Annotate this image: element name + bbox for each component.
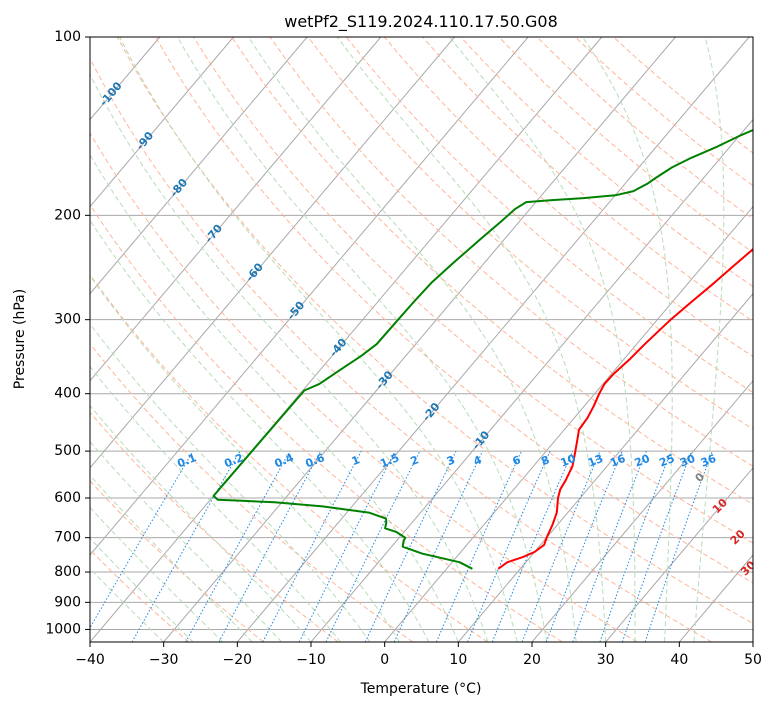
dry-adiabat-line xyxy=(90,480,264,642)
mixing-ratio-label: 36 xyxy=(699,452,718,470)
y-tick-label: 900 xyxy=(54,594,81,610)
moist-adiabat-line xyxy=(336,37,607,642)
x-tick-label: 10 xyxy=(449,652,467,668)
moist-adiabat-line xyxy=(693,37,725,642)
mixing-ratio-line xyxy=(644,450,713,642)
dry-adiabat-line xyxy=(307,37,753,430)
dry-adiabat-line xyxy=(90,132,638,642)
y-tick-label: 600 xyxy=(54,490,81,506)
x-tick-label: 40 xyxy=(670,652,688,668)
mixing-ratio-line xyxy=(393,450,484,642)
y-axis-label: Pressure (hPa) xyxy=(12,289,28,389)
moist-adiabat-line xyxy=(248,37,577,642)
y-tick-label: 500 xyxy=(54,443,81,459)
moist-adiabat-line xyxy=(90,365,341,642)
isotherm-line xyxy=(163,37,676,642)
y-tick-label: 300 xyxy=(54,312,81,328)
moist-adiabat-line xyxy=(119,37,518,642)
moist-adiabat-line xyxy=(449,37,636,642)
moist-adiabat-line xyxy=(90,153,459,642)
dry-adiabat-line xyxy=(90,203,563,642)
mixing-ratio-label: 10 xyxy=(559,452,578,470)
mixing-ratio-line xyxy=(545,450,623,642)
isotherm-line xyxy=(90,37,234,208)
mixing-ratio-label: 1 xyxy=(350,453,362,468)
axes: −40 −30 −20 −10 0 10 20 30 40 50 100 200 300 400 500 60… xyxy=(45,29,762,668)
moist-adiabat-line xyxy=(90,440,282,642)
moist-adiabat-line xyxy=(90,537,194,642)
mixing-ratio-line xyxy=(572,450,647,642)
dry-adiabat-line xyxy=(90,411,339,642)
y-tick-label: 800 xyxy=(54,564,81,580)
mixing-ratio-line xyxy=(621,450,693,642)
temperature-profile-line xyxy=(497,247,753,570)
x-tick-label: −20 xyxy=(223,652,253,668)
mixing-ratio-label: 16 xyxy=(608,452,627,470)
x-tick-label: −10 xyxy=(296,652,326,668)
x-tick-label: 50 xyxy=(744,652,762,668)
mixing-ratio-line xyxy=(218,450,322,642)
mixing-ratio-label: 2 xyxy=(409,453,421,468)
y-tick-label: 400 xyxy=(54,386,81,402)
x-tick-label: 30 xyxy=(597,652,615,668)
mixing-ratio-line xyxy=(491,450,574,642)
isotherm-line xyxy=(90,37,308,295)
mixing-ratio-line xyxy=(185,450,291,642)
dry-adiabat-line xyxy=(90,57,712,642)
isotherm-line xyxy=(384,205,753,642)
isotherm-line xyxy=(90,37,603,642)
dry-adiabat-line xyxy=(460,37,753,288)
mixing-ratio-label: 25 xyxy=(657,452,676,470)
dry-adiabat-line xyxy=(155,37,753,584)
moist-adiabat-line xyxy=(90,274,400,642)
mixing-ratio-line xyxy=(467,450,551,642)
dry-adiabat-line xyxy=(345,37,753,394)
mixing-ratio-line xyxy=(298,450,396,642)
dry-adiabat-line xyxy=(116,37,753,625)
moist-adiabat-line xyxy=(582,37,673,642)
mixing-ratio-line xyxy=(599,450,672,642)
x-axis-label: Temperature (°C) xyxy=(360,681,482,697)
mixing-ratio-label: 20 xyxy=(633,452,652,470)
mixing-ratio-label: 3 xyxy=(445,453,457,468)
isotherm-line xyxy=(605,467,753,642)
moist-adiabat-line xyxy=(90,404,312,642)
x-tick-label: 20 xyxy=(523,652,541,668)
x-tick-label: −30 xyxy=(149,652,179,668)
dewpoint-profile-line xyxy=(212,128,753,570)
isotherm-line xyxy=(90,37,529,556)
y-tick-label: 700 xyxy=(54,530,81,546)
moist-adiabat-line xyxy=(90,73,489,642)
moist-adiabat-line xyxy=(90,323,371,642)
chart-title: wetPf2_S119.2024.110.17.50.G08 xyxy=(284,12,558,32)
mixing-ratio-line xyxy=(521,450,601,642)
dry-adiabat-line xyxy=(231,37,753,505)
dry-adiabat-line xyxy=(90,273,488,642)
isotherm-line xyxy=(90,37,455,469)
moist-adiabat-line xyxy=(90,219,430,642)
isotherm-line xyxy=(457,292,753,642)
mixing-ratio-label: 13 xyxy=(586,452,605,470)
dry-adiabat-line xyxy=(422,37,753,322)
isotherm-line xyxy=(531,379,753,642)
x-tick-label: −40 xyxy=(75,652,105,668)
mixing-ratio-label: 30 xyxy=(678,452,697,470)
y-tick-label: 1000 xyxy=(45,621,81,637)
moist-adiabat-line xyxy=(90,474,253,642)
dry-adiabat-line xyxy=(193,37,753,544)
isotherm-line xyxy=(236,37,750,642)
mixing-ratio-line xyxy=(364,450,457,642)
moist-adiabat-line xyxy=(90,567,165,642)
y-tick-label: 100 xyxy=(54,29,81,45)
isotherm-line xyxy=(90,37,382,382)
mixing-ratio-label: 8 xyxy=(539,453,551,468)
mixing-ratio-line xyxy=(435,450,522,642)
mixing-ratio-line xyxy=(262,450,362,642)
y-tick-label: 200 xyxy=(54,207,81,223)
moist-adiabat-line xyxy=(90,506,223,642)
x-tick-label: 0 xyxy=(380,652,389,668)
plot-frame xyxy=(89,36,754,643)
